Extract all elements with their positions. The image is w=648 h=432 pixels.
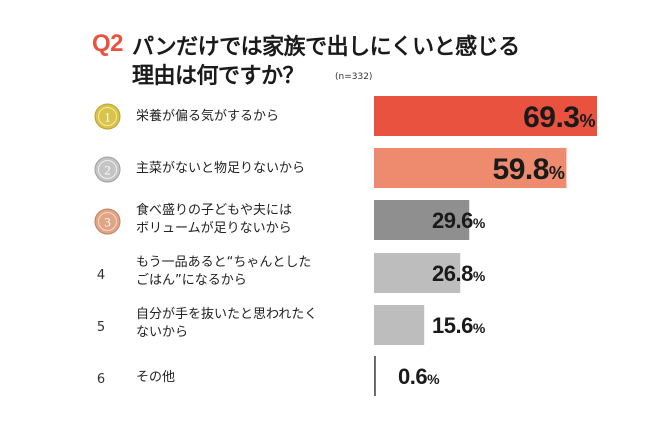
bronze-medal-icon: 3 xyxy=(94,208,121,235)
value-label-3: 29.6% xyxy=(432,208,486,233)
value-label-1: 69.3% xyxy=(523,101,595,134)
value-label-4: 26.8% xyxy=(432,261,486,286)
category-label-2: 主菜がないと物足りないから xyxy=(136,161,306,176)
value-label-5: 15.6% xyxy=(432,313,486,338)
category-label-3: 食べ盛りの子どもや夫には ボリュームが足りないから xyxy=(136,203,293,236)
category-label-5: 自分が手を抜いたと思われたく ないから xyxy=(136,307,318,340)
medal-rank-1: 1 xyxy=(104,110,111,125)
medal-rank-3: 3 xyxy=(104,215,111,230)
bar-4 xyxy=(374,253,461,293)
bar-3 xyxy=(374,200,470,240)
bar-2 xyxy=(374,148,567,188)
silver-medal-icon: 2 xyxy=(94,156,121,183)
rank-number-4: 4 xyxy=(96,268,106,283)
gold-medal-icon: 1 xyxy=(94,103,121,130)
bar-1 xyxy=(374,96,597,136)
value-label-2: 59.8% xyxy=(493,153,565,186)
category-label-1: 栄養が偏る気がするから xyxy=(136,109,280,124)
category-label-6: その他 xyxy=(136,370,176,385)
value-label-6: 0.6% xyxy=(398,364,440,389)
rank-number-6: 6 xyxy=(96,372,106,387)
rank-number-5: 5 xyxy=(96,320,106,335)
category-label-4: もう一品あると“ちゃんとした ごはん”になるから xyxy=(136,255,312,288)
chart-title-line2: 理由は何ですか？ xyxy=(132,64,305,89)
bar-5 xyxy=(374,305,425,345)
bar-6 xyxy=(374,356,376,396)
sample-size: (n=332) xyxy=(335,72,373,82)
medal-rank-2: 2 xyxy=(104,163,111,178)
question-number: Q2 xyxy=(92,30,124,57)
chart-title-line1: パンだけでは家族で出しにくいと感じる xyxy=(132,35,520,60)
